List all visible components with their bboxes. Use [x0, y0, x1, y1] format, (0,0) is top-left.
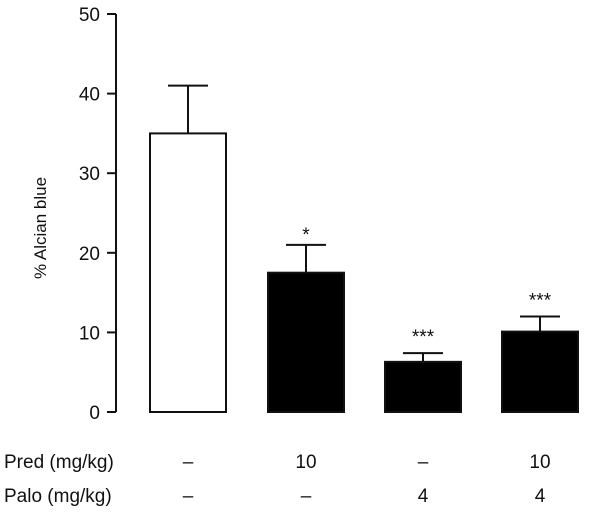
treatment-table: Pred (mg/kg) – 10 – 10 Palo (mg/kg) – – 4 4: [4, 452, 551, 507]
treatment-cell: –: [183, 452, 194, 473]
significance-mark: ***: [412, 327, 435, 348]
treatment-cell: 10: [295, 452, 316, 473]
bar: [384, 360, 462, 413]
treatment-cell: 4: [418, 486, 429, 507]
treatment-cell: –: [418, 452, 429, 473]
treatment-row-label: Pred (mg/kg): [4, 452, 114, 473]
bar: [149, 132, 227, 413]
bar: [501, 330, 579, 414]
bars: *******: [149, 84, 579, 414]
y-tick-label: 0: [89, 403, 100, 424]
treatment-cell: 4: [535, 486, 546, 507]
treatment-cell: –: [183, 486, 194, 507]
y-axis: 0 10 20 30 40 50: [79, 5, 117, 424]
y-tick-label: 20: [79, 244, 100, 265]
y-tick-label: 40: [79, 85, 100, 106]
y-axis-label: % Alcian blue: [31, 177, 50, 279]
significance-mark: ***: [529, 290, 552, 311]
y-tick-label: 10: [79, 323, 100, 344]
y-tick-label: 30: [79, 164, 100, 185]
significance-mark: *: [302, 225, 310, 246]
y-tick-label: 50: [79, 5, 100, 26]
treatment-cell: –: [301, 486, 312, 507]
bar: [267, 271, 345, 414]
treatment-row-label: Palo (mg/kg): [4, 486, 112, 507]
treatment-cell: 10: [529, 452, 550, 473]
